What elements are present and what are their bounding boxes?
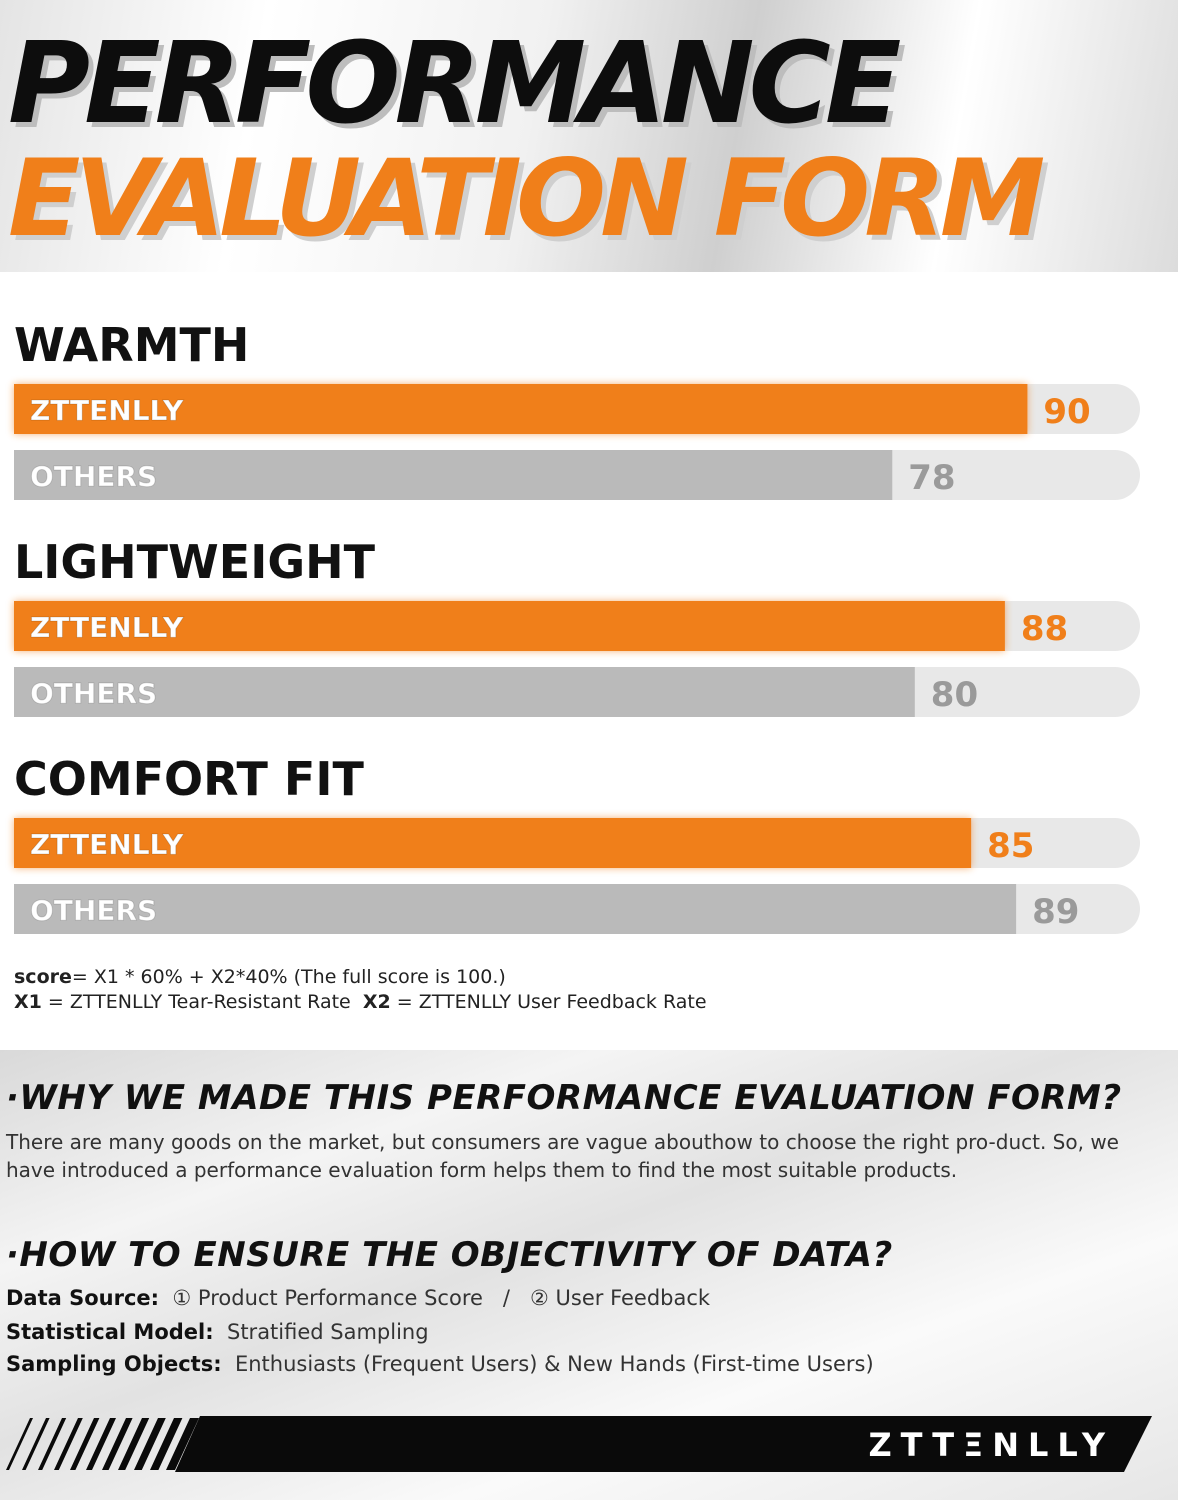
- footer-stripe: [86, 1418, 116, 1470]
- category-title-warmth: WARMTH: [14, 318, 250, 372]
- score-label: score: [14, 966, 72, 988]
- footer-stripes: [6, 1418, 216, 1470]
- data-source-row: Data Source: ① Product Performance Score…: [6, 1286, 710, 1310]
- footer-stripe: [166, 1418, 199, 1470]
- series-label-warmth-zttenlly: ZTTENLLY: [30, 394, 184, 427]
- bar-chart-svg: ZTTENLLY 90 OTHERS 78 ZTTENLLY 88 OTHERS 80 ZTTE…: [14, 384, 1140, 934]
- data-source-label: Data Source:: [6, 1286, 160, 1310]
- objectivity-heading: ·HOW TO ENSURE THE OBJECTIVITY OF DATA?: [6, 1235, 893, 1275]
- bar-lightweight-others: [14, 667, 915, 717]
- statistical-model-value: Stratified Sampling: [213, 1320, 429, 1344]
- bar-comfort-fit-zttenlly: [14, 818, 972, 868]
- score-formula-text: = X1 * 60% + X2*40% (The full score is 1…: [71, 966, 506, 988]
- performance-chart: WARMTH LIGHTWEIGHT COMFORT FIT ZTTENLLY 9…: [0, 272, 1178, 952]
- why-paragraph: There are many goods on the market, but …: [6, 1130, 1119, 1182]
- sampling-objects-row: Sampling Objects: Enthusiasts (Frequent …: [6, 1352, 874, 1376]
- statistical-model-row: Statistical Model: Stratified Sampling: [6, 1320, 429, 1344]
- footer-stripe: [150, 1418, 183, 1470]
- value-label-lightweight-others: 80: [931, 675, 978, 715]
- sampling-objects-label: Sampling Objects:: [6, 1352, 222, 1376]
- footer-stripe: [54, 1418, 83, 1470]
- sampling-objects-value: Enthusiasts (Frequent Users) & New Hands…: [221, 1352, 874, 1376]
- x1-text: = ZTTENLLY Tear-Resistant Rate: [41, 991, 363, 1013]
- bar-warmth-others: [14, 450, 893, 500]
- bar-lightweight-zttenlly: [14, 601, 1005, 651]
- why-heading: ·WHY WE MADE THIS PERFORMANCE EVALUATION…: [6, 1078, 1122, 1118]
- footer-stripe: [182, 1418, 216, 1470]
- footer-band: [175, 1416, 1152, 1472]
- data-source-value: ① Product Performance Score / ② User Fee…: [159, 1286, 711, 1310]
- formula-line-2: X1 = ZTTENLLY Tear-Resistant Rate X2 = Z…: [14, 990, 707, 1015]
- footer-stripe: [38, 1418, 67, 1470]
- value-label-comfort-fit-others: 89: [1032, 892, 1079, 932]
- bar-comfort-fit-others: [14, 884, 1017, 934]
- header-banner: PERFORMANCE EVALUATION FORM: [0, 0, 1178, 272]
- category-title-lightweight: LIGHTWEIGHT: [14, 535, 375, 589]
- x2-label: X2: [362, 991, 391, 1013]
- brand-logo: ZTTΞNLLY: [868, 1426, 1114, 1464]
- footer-stripe: [102, 1418, 133, 1470]
- value-label-comfort-fit-zttenlly: 85: [987, 826, 1034, 866]
- series-label-lightweight-others: OTHERS: [30, 677, 157, 710]
- bar-warmth-zttenlly: [14, 384, 1028, 434]
- value-label-lightweight-zttenlly: 88: [1021, 609, 1068, 649]
- footer-stripe: [70, 1418, 100, 1470]
- series-label-lightweight-zttenlly: ZTTENLLY: [30, 611, 184, 644]
- value-label-warmth-zttenlly: 90: [1043, 392, 1090, 432]
- footer-stripe: [134, 1418, 166, 1470]
- footer-stripe: [22, 1418, 50, 1470]
- series-label-comfort-fit-zttenlly: ZTTENLLY: [30, 828, 184, 861]
- series-label-comfort-fit-others: OTHERS: [30, 894, 157, 927]
- footer-stripe: [118, 1418, 150, 1470]
- score-formula: score= X1 * 60% + X2*40% (The full score…: [14, 965, 707, 1015]
- statistical-model-label: Statistical Model:: [6, 1320, 214, 1344]
- series-label-warmth-others: OTHERS: [30, 460, 157, 493]
- category-title-comfort-fit: COMFORT FIT: [14, 752, 364, 806]
- x2-text: = ZTTENLLY User Feedback Rate: [390, 991, 707, 1013]
- title-line-2: EVALUATION FORM: [8, 137, 1045, 260]
- footer-graphic: [6, 1416, 1152, 1472]
- title-line-1: PERFORMANCE: [8, 19, 901, 149]
- footer-stripe: [6, 1418, 33, 1470]
- footer-bar: ZTTΞNLLY: [0, 1416, 1178, 1472]
- formula-line-1: score= X1 * 60% + X2*40% (The full score…: [14, 965, 707, 990]
- value-label-warmth-others: 78: [908, 458, 955, 498]
- x1-label: X1: [14, 991, 42, 1013]
